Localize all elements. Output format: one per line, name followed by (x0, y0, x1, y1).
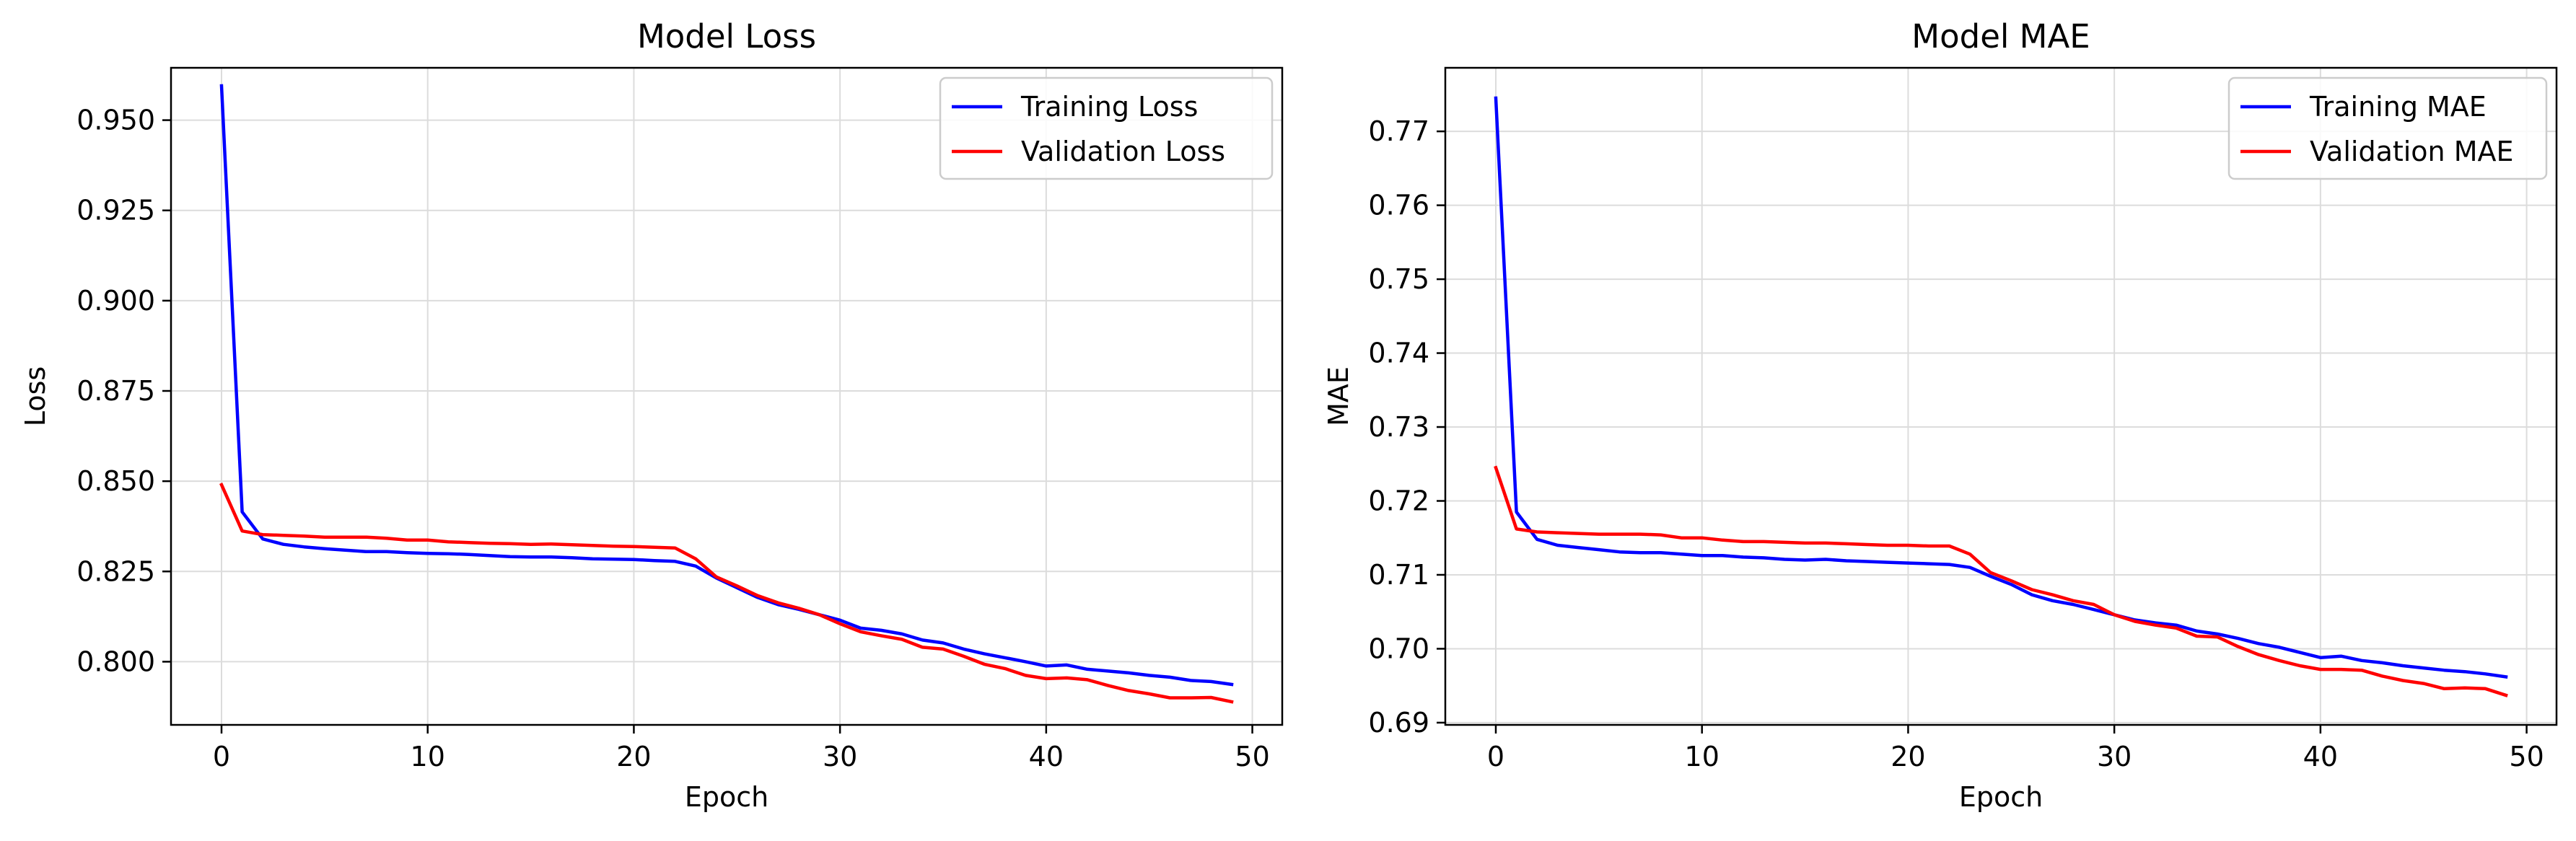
x-tick-label: 50 (1235, 741, 1269, 772)
axes-frame (170, 66, 1284, 726)
x-tick-label: 50 (2509, 741, 2544, 772)
y-tick-label: 0.75 (1368, 263, 1429, 295)
legend-label: Training MAE (2309, 91, 2487, 123)
x-tick-label: 30 (823, 741, 857, 772)
loss-chart-panel: 0 10 20 30 40 50 0.800 0.825 0.850 0.875 0.900 0.92… (19, 17, 1284, 813)
y-tick-label: 0.73 (1368, 411, 1429, 443)
x-tick-label: 10 (411, 741, 445, 772)
y-tick-label: 0.77 (1368, 115, 1429, 147)
x-tick-label: 10 (1685, 741, 1719, 772)
y-tick-label: 0.875 (76, 375, 155, 407)
y-tick-label: 0.70 (1368, 633, 1429, 664)
y-tick-label: 0.950 (76, 105, 155, 136)
y-tick-label: 0.72 (1368, 485, 1429, 517)
training-mae-line (1494, 96, 2508, 679)
validation-loss-line (219, 483, 1234, 704)
axes-frame (1444, 66, 2558, 726)
chart-title: Model Loss (637, 17, 816, 56)
chart-title: Model MAE (1911, 17, 2090, 56)
y-tick-label: 0.69 (1368, 707, 1429, 739)
legend-box (2227, 76, 2548, 180)
y-axis-label: Loss (19, 366, 51, 426)
y-tick-label: 0.71 (1368, 559, 1429, 591)
y-tick-label: 0.800 (76, 646, 155, 677)
x-axis-label: Epoch (685, 781, 768, 813)
legend-box (939, 76, 1274, 180)
y-tick-label: 0.74 (1368, 338, 1429, 369)
y-tick-label: 0.76 (1368, 190, 1429, 221)
legend-label: Validation Loss (1021, 136, 1225, 167)
y-tick-label: 0.900 (76, 285, 155, 317)
mae-chart-panel: 0 10 20 30 40 50 0.69 0.70 0.71 0.72 0.73 0.74 0.75 0… (1323, 17, 2558, 813)
y-tick-label: 0.925 (76, 195, 155, 226)
y-axis-label: MAE (1323, 366, 1354, 426)
x-tick-label: 40 (2303, 741, 2338, 772)
x-tick-label: 20 (1891, 741, 1925, 772)
legend: Training MAE Validation MAE (2227, 76, 2548, 180)
x-axis-label: Epoch (1959, 781, 2043, 813)
legend: Training Loss Validation Loss (939, 76, 1274, 180)
x-tick-label: 40 (1029, 741, 1064, 772)
x-tick-label: 30 (2097, 741, 2132, 772)
y-tick-label: 0.850 (76, 465, 155, 497)
legend-label: Training Loss (1020, 91, 1198, 123)
x-tick-label: 0 (1487, 741, 1504, 772)
x-tick-label: 0 (213, 741, 230, 772)
legend-label: Validation MAE (2310, 136, 2514, 167)
y-tick-label: 0.825 (76, 555, 155, 587)
validation-mae-line (1494, 465, 2508, 697)
x-tick-label: 20 (616, 741, 651, 772)
